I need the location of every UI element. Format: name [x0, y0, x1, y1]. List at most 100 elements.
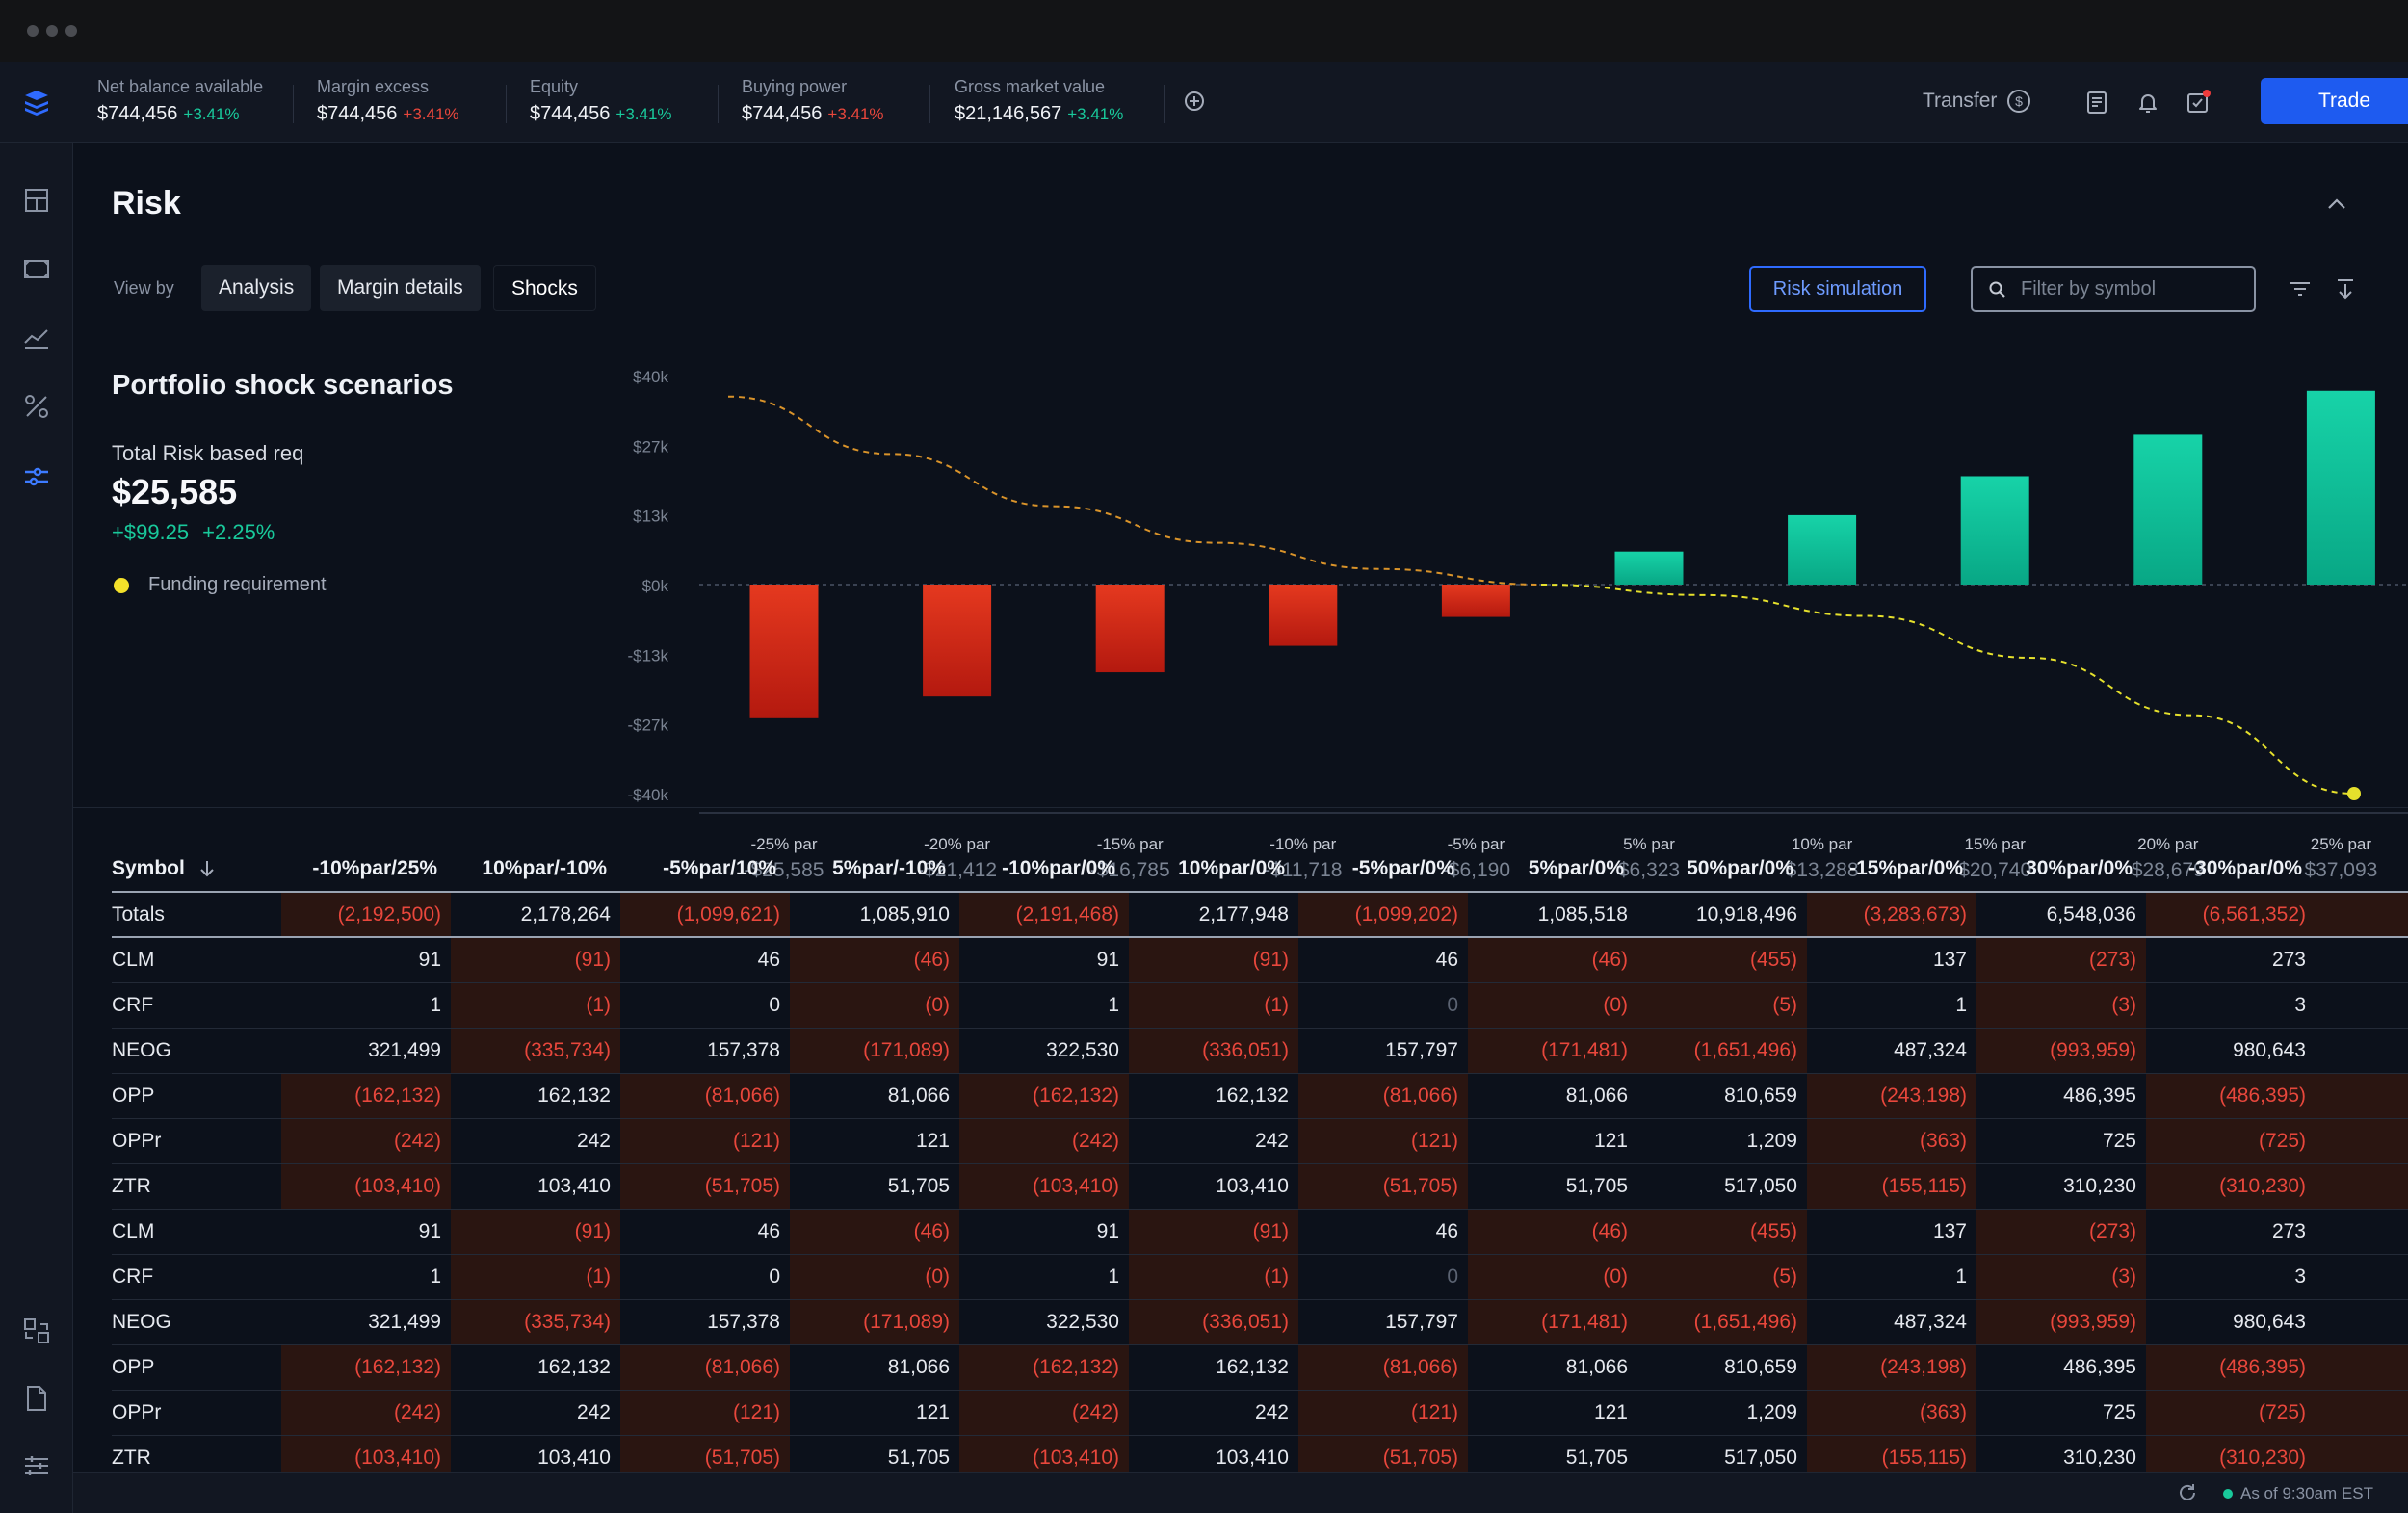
column-header[interactable]: 30%par/0% [1976, 846, 2146, 893]
risk-simulation-button[interactable]: Risk simulation [1749, 266, 1926, 312]
table-row[interactable]: OPPr (242) 242 (121) 121 (242) 242 (121) 121 1,20… [112, 1390, 2408, 1436]
table-row[interactable]: OPPr (242) 242 (121) 121 (242) 242 (121) 121 1,20… [112, 1118, 2408, 1164]
column-header[interactable]: 10%par/0% [1129, 846, 1298, 893]
value-cell: (336,051) [1129, 1299, 1298, 1345]
percent-icon[interactable] [21, 391, 52, 422]
column-header[interactable]: -15%par/0% [1807, 846, 1976, 893]
statements-icon[interactable] [2083, 89, 2110, 116]
column-header[interactable]: -30%par/0% [2146, 846, 2316, 893]
value-cell: (363) [1807, 1118, 1976, 1164]
table-row[interactable]: CRF 1 (1) 0 (0) 1 (1) 0 (0) (5) 1 (3) 3 [112, 982, 2408, 1029]
value-cell: (171,089) [790, 1028, 959, 1074]
value-cell: (91) [1129, 1209, 1298, 1255]
value-cell: 0 [620, 982, 790, 1029]
dollar-circle-icon: $ [2007, 90, 2031, 113]
settings-sliders-icon[interactable] [21, 1450, 52, 1481]
transfer-button[interactable]: Transfer $ [1923, 89, 2031, 114]
column-header[interactable]: 50%par/0% [1637, 846, 1807, 893]
legend-swatch [114, 577, 129, 593]
value-cell: 242 [1129, 1118, 1298, 1164]
value-cell: 91 [959, 937, 1129, 983]
value-cell: 321,499 [281, 1028, 451, 1074]
filter-icon[interactable] [2287, 275, 2314, 302]
column-header[interactable]: -5%par/10% [620, 846, 790, 893]
value-cell: (0) [1468, 1254, 1637, 1300]
table-row[interactable]: CLM 91 (91) 46 (46) 91 (91) 46 (46) (455) 137 (273)… [112, 937, 2408, 983]
column-header[interactable]: -10%par/0% [959, 846, 1129, 893]
tab-margin-details[interactable]: Margin details [320, 265, 481, 311]
column-header[interactable]: 10%par/-10% [451, 846, 620, 893]
add-stat-icon[interactable] [1183, 90, 1206, 113]
chevron-up-icon[interactable] [2323, 191, 2350, 218]
symbol-cell: OPPr [112, 1118, 281, 1164]
tab-analysis[interactable]: Analysis [201, 265, 312, 311]
value-cell: 310,230 [1976, 1435, 2146, 1472]
column-header[interactable]: 5%par/-10% [790, 846, 959, 893]
table-row[interactable]: ZTR (103,410) 103,410 (51,705) 51,705 (103,41… [112, 1435, 2408, 1472]
table-row[interactable]: CRF 1 (1) 0 (0) 1 (1) 0 (0) (5) 1 (3) 3 [112, 1254, 2408, 1300]
table-row[interactable]: NEOG 321,499 (335,734) 157,378 (171,089) 322,… [112, 1028, 2408, 1074]
value-cell: (5 [2316, 1163, 2408, 1210]
value-cell: (1,099,621) [620, 892, 790, 938]
bar [2133, 434, 2203, 585]
value-cell: 51,705 [790, 1163, 959, 1210]
value-cell: 157,378 [620, 1299, 790, 1345]
value-cell: 157,797 [1298, 1028, 1468, 1074]
column-header[interactable]: -10%par/25% [281, 846, 451, 893]
value-cell: 103,410 [451, 1435, 620, 1472]
y-tick-label: -$27k [627, 717, 668, 735]
stat-change: +3.41% [827, 105, 884, 123]
window-close-button[interactable] [27, 25, 39, 37]
table-row[interactable]: CLM 91 (91) 46 (46) 91 (91) 46 (46) (455) 137 (273)… [112, 1209, 2408, 1255]
value-cell: (51,705) [1298, 1435, 1468, 1472]
transfers-icon[interactable] [21, 1316, 52, 1346]
document-icon[interactable] [21, 1383, 52, 1414]
column-header[interactable]: -5%par/0% [1298, 846, 1468, 893]
stat-margin-excess: Margin excess $744,456 +3.41% [317, 77, 459, 125]
stat-label: Equity [530, 77, 579, 96]
table-row[interactable]: ZTR (103,410) 103,410 (51,705) 51,705 (103,41… [112, 1163, 2408, 1210]
value-cell: 46 [620, 1209, 790, 1255]
account-bar: Net balance available $744,456 +3.41% Mar… [0, 62, 2408, 143]
y-tick-label: $27k [633, 437, 668, 456]
portfolio-icon[interactable] [21, 253, 52, 284]
filter-symbol-input[interactable] [2021, 274, 2242, 304]
chart-line-icon[interactable] [21, 322, 52, 352]
page-title: Risk [112, 185, 181, 222]
value-cell: 121 [790, 1118, 959, 1164]
value-cell: (121) [1298, 1390, 1468, 1436]
window-minimize-button[interactable] [46, 25, 58, 37]
table-row[interactable]: NEOG 321,499 (335,734) 157,378 (171,089) 322,… [112, 1299, 2408, 1345]
tasks-icon[interactable] [2185, 89, 2212, 116]
shock-table-container[interactable]: Symbol -10%par/25% 10%par/-10% -5%par/10% 5… [112, 846, 2408, 1472]
column-header[interactable]: -50 [2316, 846, 2408, 893]
value-cell: (91) [451, 1209, 620, 1255]
value-cell: 121 [1468, 1118, 1637, 1164]
symbol-column-header[interactable]: Symbol [112, 846, 281, 893]
table-row[interactable]: OPP (162,132) 162,132 (81,066) 81,066 (162,13… [112, 1073, 2408, 1119]
risk-scale-icon[interactable] [21, 460, 52, 491]
total-risk-value: $25,585 [112, 472, 238, 511]
tab-shocks[interactable]: Shocks [493, 265, 596, 311]
change-percent: +2.25% [202, 520, 275, 544]
dashboard-icon[interactable] [21, 185, 52, 216]
value-cell: 121 [1468, 1390, 1637, 1436]
stack-logo-icon[interactable] [21, 87, 52, 117]
sort-download-icon[interactable] [2332, 275, 2359, 302]
window-maximize-button[interactable] [65, 25, 77, 37]
value-cell: (171,481) [1468, 1299, 1637, 1345]
totals-row[interactable]: Totals (2,192,500) 2,178,264 (1,099,621) 1,0… [112, 892, 2408, 938]
refresh-icon[interactable] [2177, 1482, 2198, 1503]
symbol-cell: OPP [112, 1073, 281, 1119]
column-header[interactable]: 5%par/0% [1468, 846, 1637, 893]
symbol-filter[interactable] [1971, 266, 2256, 312]
table-row[interactable]: OPP (162,132) 162,132 (81,066) 81,066 (162,13… [112, 1344, 2408, 1391]
stat-net-balance: Net balance available $744,456 +3.41% [97, 77, 263, 125]
value-cell: (1) [1129, 1254, 1298, 1300]
value-cell: (335,734) [451, 1028, 620, 1074]
value-cell: 0 [1298, 982, 1468, 1029]
bell-icon[interactable] [2134, 89, 2161, 116]
bar [1960, 476, 2029, 585]
trade-button[interactable]: Trade [2261, 78, 2408, 124]
value-cell: 517,050 [1637, 1163, 1807, 1210]
